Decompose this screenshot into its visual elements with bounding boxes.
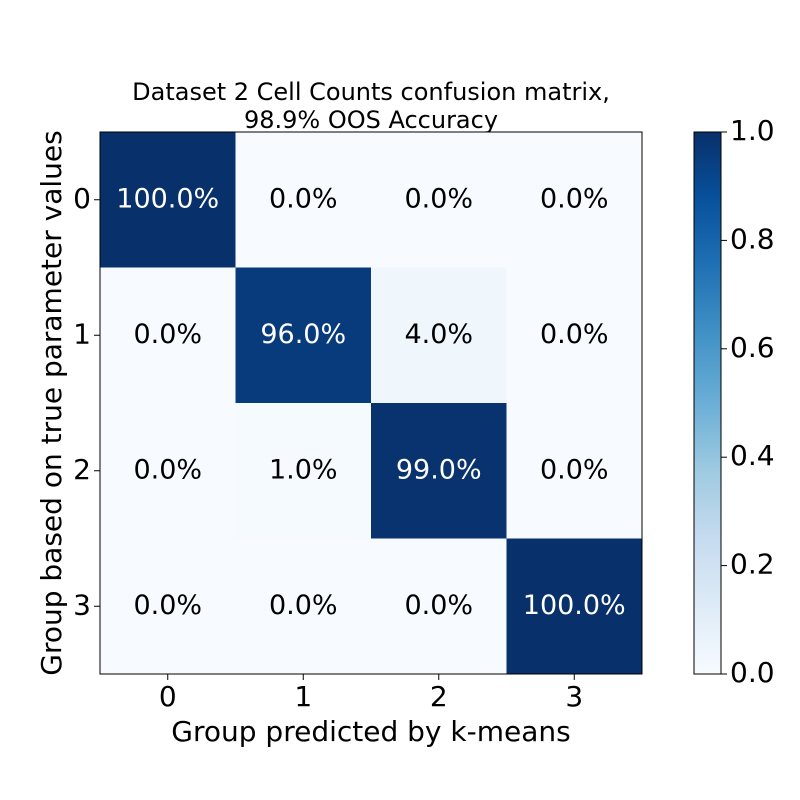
heatmap-cell-label-2-0: 0.0% [133,454,202,485]
x-tick-label-1: 1 [294,680,312,713]
heatmap-cell-label-1-3: 0.0% [540,319,609,350]
heatmap-cell-label-1-2: 4.0% [404,319,473,350]
heatmap-cell-label-2-1: 1.0% [269,454,338,485]
heatmap-cell-3-2 [371,538,507,675]
heatmap-cell-label-1-0: 0.0% [133,319,202,350]
heatmap-labels: 100.0% 0.0% 0.0% 0.0% 0.0% 96.0% 4.0% 0.0% 0.0% 1… [116,183,625,621]
heatmap-cell-1-1 [235,267,372,404]
heatmap-cell-0-2 [371,132,507,268]
heatmap-cell-1-0 [100,267,236,404]
heatmap-cell-2-1 [235,403,372,539]
x-axis-label: Group predicted by k-means [171,715,570,748]
heatmap-cell-0-3 [506,132,643,268]
x-tick-label-0: 0 [159,680,177,713]
heatmap-cell-2-2 [371,403,507,539]
colorbar-tick-label-2: 0.4 [730,439,775,472]
heatmap-cell-label-3-3: 100.0% [523,590,626,621]
heatmap-cell-2-0 [100,403,236,539]
x-axis: 0 1 2 3 [159,674,583,713]
chart-title-line-2: 98.9% OOS Accuracy [244,106,498,134]
y-axis-label: Group based on true parameter values [35,130,68,676]
y-tick-label-1: 1 [73,317,91,350]
heatmap-cell-3-0 [100,538,236,675]
heatmap-cell-3-3 [506,538,643,675]
heatmap-cell-3-1 [235,538,372,675]
colorbar-frame [693,131,722,675]
heatmap-cell-label-0-3: 0.0% [540,183,609,214]
heatmap-cell-0-0 [100,132,236,268]
heatmap-cell-label-1-1: 96.0% [260,319,346,350]
colorbar-tick-label-3: 0.6 [730,331,775,364]
colorbar-tick-label-1: 0.2 [730,548,775,581]
y-tick-label-3: 3 [73,588,91,621]
colorbar: 0.0 0.2 0.4 0.6 0.8 1.0 [693,114,775,689]
colorbar-gradient-bar [694,132,721,674]
heatmap-cell-label-3-0: 0.0% [133,590,202,621]
colorbar-tick-label-4: 0.8 [730,222,775,255]
x-tick-label-3: 3 [565,680,583,713]
chart-title-line-1: Dataset 2 Cell Counts confusion matrix, [132,78,610,106]
heatmap-cells [100,132,643,675]
heatmap-cell-label-2-3: 0.0% [540,454,609,485]
heatmap-cell-label-0-1: 0.0% [269,183,338,214]
colorbar-ticks: 0.0 0.2 0.4 0.6 0.8 1.0 [721,114,775,689]
heatmap-cell-label-3-1: 0.0% [269,590,338,621]
heatmap-cell-label-0-2: 0.0% [404,183,473,214]
y-tick-label-0: 0 [73,182,91,215]
heatmap-cell-label-0-0: 100.0% [116,183,219,214]
x-tick-label-2: 2 [430,680,448,713]
heatmap-cell-label-3-2: 0.0% [404,590,473,621]
heatmap-cell-1-2 [371,267,507,404]
heatmap-cell-0-1 [235,132,372,268]
y-tick-label-2: 2 [73,453,91,486]
colorbar-tick-label-0: 0.0 [730,656,775,689]
plot-frame [99,131,643,675]
heatmap-cell-2-3 [506,403,643,539]
y-axis: 0 1 2 3 [73,182,100,621]
heatmap-cell-label-2-2: 99.0% [396,454,482,485]
heatmap-cell-1-3 [506,267,643,404]
colorbar-tick-label-5: 1.0 [730,114,775,147]
